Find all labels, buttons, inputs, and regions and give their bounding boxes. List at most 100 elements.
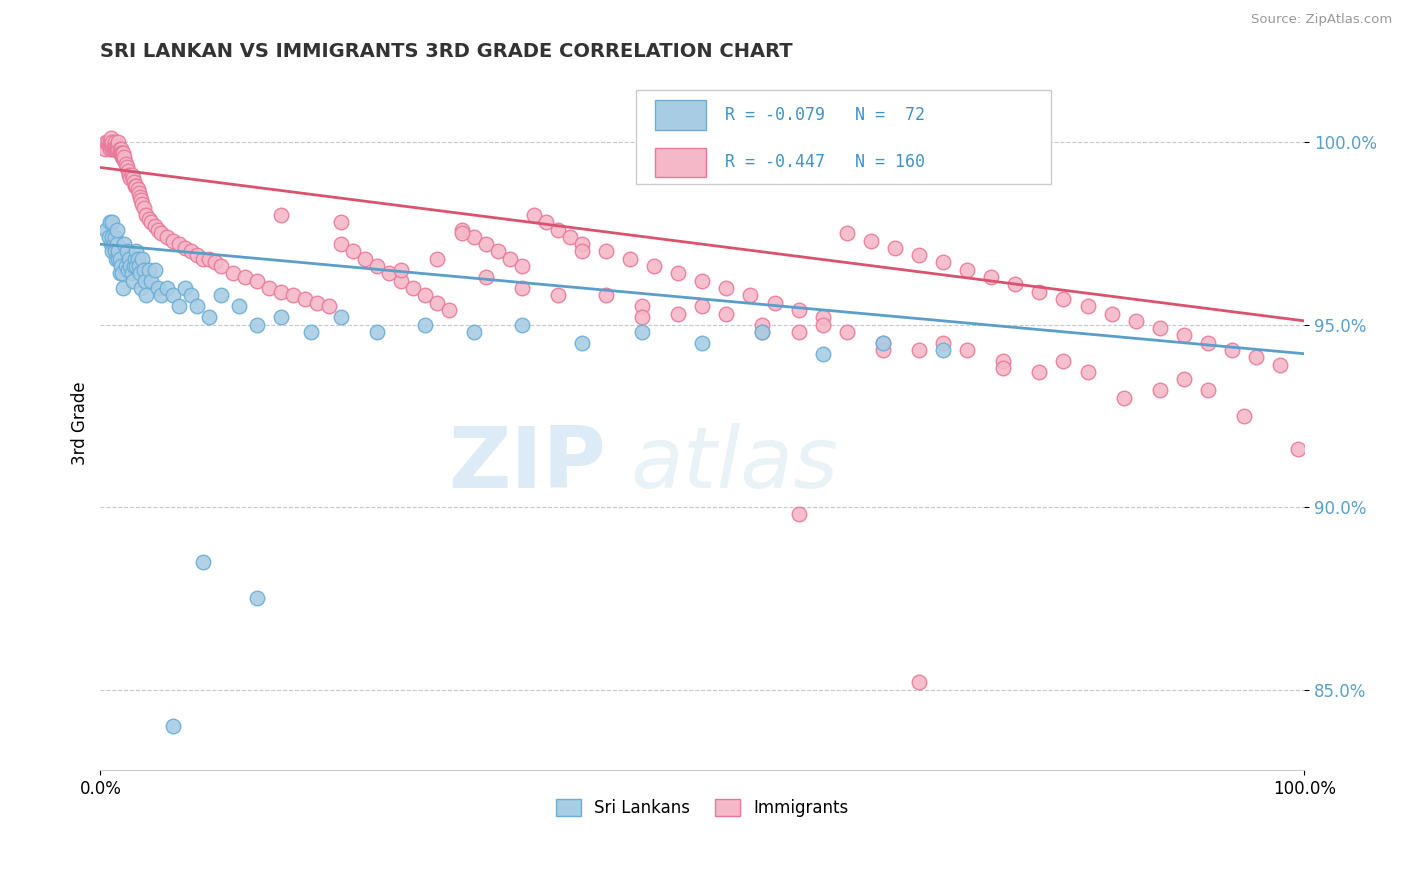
Point (631, 325, 654, 339)
Point (132, 262, 155, 277)
Point (149, 288, 172, 302)
Point (1076, 299, 1098, 313)
Point (105, 142, 128, 156)
Point (1125, 314, 1147, 328)
Point (186, 248, 208, 262)
Point (118, 252, 141, 266)
Point (1173, 372, 1195, 386)
Point (110, 259, 132, 273)
Point (666, 266, 689, 280)
Point (96, 135, 118, 149)
Point (146, 281, 169, 295)
Point (222, 266, 245, 280)
Point (110, 145, 132, 160)
Point (872, 335, 894, 350)
Point (835, 226, 858, 240)
Point (98, 142, 121, 156)
Point (872, 343, 894, 357)
Point (811, 318, 834, 332)
Point (180, 244, 202, 259)
Point (281, 288, 304, 302)
Point (1112, 391, 1135, 405)
Point (547, 288, 569, 302)
Point (97, 138, 120, 153)
Point (139, 274, 162, 288)
Point (1173, 328, 1195, 343)
Point (162, 719, 184, 733)
Point (115, 161, 138, 175)
Point (859, 234, 882, 248)
Point (111, 266, 134, 280)
Point (100, 237, 122, 252)
Point (149, 226, 172, 240)
Point (191, 555, 214, 569)
Y-axis label: 3rd Grade: 3rd Grade (72, 381, 89, 465)
Point (342, 244, 364, 259)
Point (103, 237, 125, 252)
Point (132, 201, 155, 215)
Point (107, 142, 129, 156)
Point (631, 310, 654, 325)
Point (908, 248, 931, 262)
Point (107, 252, 129, 266)
Point (129, 266, 152, 280)
Point (751, 318, 773, 332)
Point (105, 222, 128, 236)
Point (104, 135, 127, 149)
Point (105, 138, 128, 153)
Text: atlas: atlas (630, 423, 838, 507)
Point (534, 215, 557, 229)
Point (103, 142, 125, 156)
Point (415, 288, 437, 302)
Point (125, 259, 148, 273)
Point (474, 237, 496, 252)
Point (1268, 358, 1291, 372)
Point (787, 302, 810, 317)
Point (787, 508, 810, 522)
Point (1028, 365, 1050, 379)
Point (510, 259, 533, 273)
Point (186, 299, 208, 313)
Point (366, 259, 388, 273)
Point (389, 274, 412, 288)
Point (143, 262, 166, 277)
Point (131, 252, 153, 266)
Point (246, 318, 269, 332)
Point (450, 222, 472, 236)
Point (108, 142, 131, 156)
Point (108, 145, 131, 160)
Point (595, 244, 617, 259)
Point (143, 219, 166, 233)
Point (112, 281, 135, 295)
Point (389, 262, 412, 277)
Point (257, 281, 280, 295)
Point (690, 299, 713, 313)
Point (105, 138, 128, 153)
Point (498, 252, 520, 266)
Point (167, 237, 190, 252)
Legend: Sri Lankans, Immigrants: Sri Lankans, Immigrants (550, 793, 855, 824)
FancyBboxPatch shape (655, 101, 706, 129)
Point (117, 262, 139, 277)
Point (883, 241, 905, 255)
Point (129, 281, 152, 295)
Point (162, 288, 184, 302)
Point (98, 215, 121, 229)
Point (463, 230, 485, 244)
Point (1286, 442, 1309, 456)
Point (97, 230, 120, 244)
Point (115, 244, 138, 259)
Point (690, 335, 713, 350)
Point (122, 175, 145, 189)
Point (96, 222, 118, 236)
Point (197, 310, 219, 325)
Point (228, 299, 250, 313)
Point (415, 318, 437, 332)
Point (463, 325, 485, 339)
Point (105, 237, 128, 252)
Point (104, 142, 127, 156)
Point (1244, 351, 1267, 365)
Point (111, 145, 134, 160)
Point (330, 215, 353, 229)
Point (993, 361, 1015, 376)
